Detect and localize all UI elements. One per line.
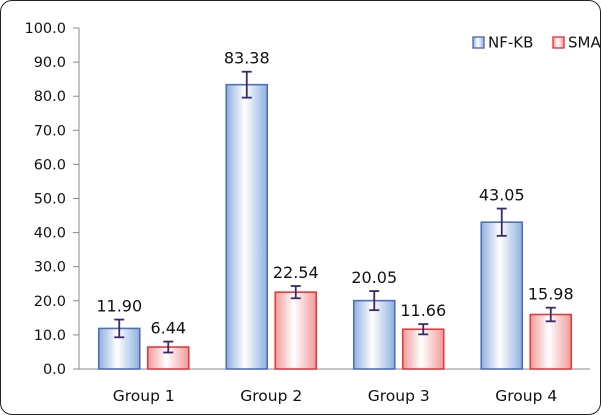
- y-tick-label: 40.0: [34, 226, 66, 242]
- bar-nf-kb: [352, 299, 396, 370]
- bar-sma: [274, 291, 318, 370]
- y-tick-label: 60.0: [34, 157, 66, 173]
- y-tick-label: 90.0: [34, 55, 66, 71]
- y-tick-label: 50.0: [34, 192, 66, 208]
- legend-label: NF-KB: [488, 34, 533, 52]
- legend: NF-KB SMA: [472, 34, 601, 52]
- legend-swatch: [472, 36, 485, 49]
- x-tick-label: Group 3: [368, 387, 430, 405]
- y-tick-label: 10.0: [34, 328, 66, 344]
- bar-sma: [401, 328, 445, 370]
- axis-layer: 0.0 10.0 20.0 30.0 40.0 50.0 60.0 70.0 80.0 90.0 1…: [24, 21, 590, 405]
- data-label: 22.54: [273, 263, 319, 282]
- x-tick-label: Group 4: [495, 387, 557, 405]
- y-tick-label: 30.0: [34, 260, 66, 276]
- legend-swatch: [552, 36, 565, 49]
- data-label: 11.66: [400, 301, 446, 320]
- data-label: 6.44: [150, 319, 186, 338]
- y-tick-label: 70.0: [34, 123, 66, 139]
- data-label: 43.05: [479, 186, 525, 205]
- y-tick-label: 80.0: [34, 89, 66, 105]
- data-label: 83.38: [224, 49, 270, 68]
- x-tick-label: Group 1: [113, 387, 175, 405]
- bar-sma: [529, 313, 573, 370]
- bars-layer: [97, 70, 573, 370]
- x-tick-label: Group 2: [240, 387, 302, 405]
- bar-nf-kb: [225, 83, 269, 370]
- y-tick-label: 100.0: [24, 21, 66, 37]
- data-label: 15.98: [528, 285, 574, 304]
- y-tick-label: 0.0: [43, 362, 66, 378]
- data-label: 20.05: [351, 268, 397, 287]
- data-label: 11.90: [96, 297, 142, 316]
- legend-label: SMA: [568, 34, 601, 52]
- y-tick-label: 20.0: [34, 294, 66, 310]
- bar-nf-kb: [480, 221, 524, 370]
